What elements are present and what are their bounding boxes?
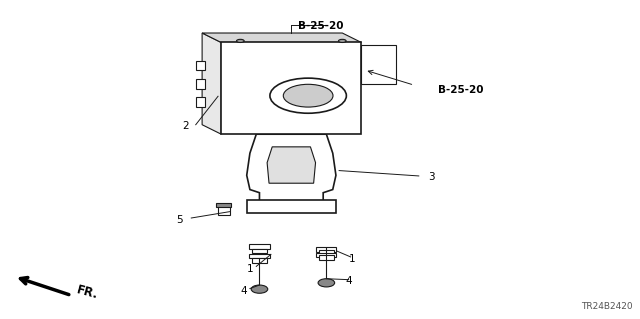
- FancyBboxPatch shape: [362, 45, 396, 84]
- Text: 2: 2: [183, 121, 189, 131]
- Bar: [250, 244, 269, 249]
- Ellipse shape: [237, 39, 244, 42]
- Text: 1: 1: [349, 254, 355, 264]
- Bar: [196, 61, 205, 70]
- Text: 3: 3: [428, 172, 435, 182]
- Bar: [218, 206, 230, 215]
- Text: 5: 5: [177, 215, 183, 225]
- Bar: [196, 97, 205, 107]
- Bar: [316, 253, 337, 257]
- Bar: [319, 250, 334, 254]
- Bar: [252, 249, 268, 253]
- Bar: [196, 79, 205, 88]
- Bar: [250, 254, 269, 258]
- FancyBboxPatch shape: [221, 42, 362, 134]
- Polygon shape: [246, 134, 336, 207]
- Text: B-25-20: B-25-20: [438, 85, 483, 95]
- Text: B-25-20: B-25-20: [298, 21, 343, 32]
- Text: TR24B2420: TR24B2420: [580, 302, 632, 311]
- Ellipse shape: [270, 78, 346, 113]
- Bar: [319, 255, 334, 260]
- Bar: [316, 247, 337, 251]
- Text: 1: 1: [246, 263, 253, 274]
- Ellipse shape: [284, 84, 333, 107]
- Bar: [216, 203, 232, 207]
- Polygon shape: [267, 147, 316, 183]
- Circle shape: [318, 279, 335, 287]
- Bar: [246, 200, 336, 213]
- Polygon shape: [202, 33, 221, 134]
- Polygon shape: [202, 33, 362, 42]
- Text: 4: 4: [240, 286, 246, 296]
- Bar: [252, 258, 268, 263]
- Ellipse shape: [339, 39, 346, 42]
- Circle shape: [251, 285, 268, 293]
- Text: FR.: FR.: [75, 283, 99, 301]
- Text: 4: 4: [346, 276, 352, 286]
